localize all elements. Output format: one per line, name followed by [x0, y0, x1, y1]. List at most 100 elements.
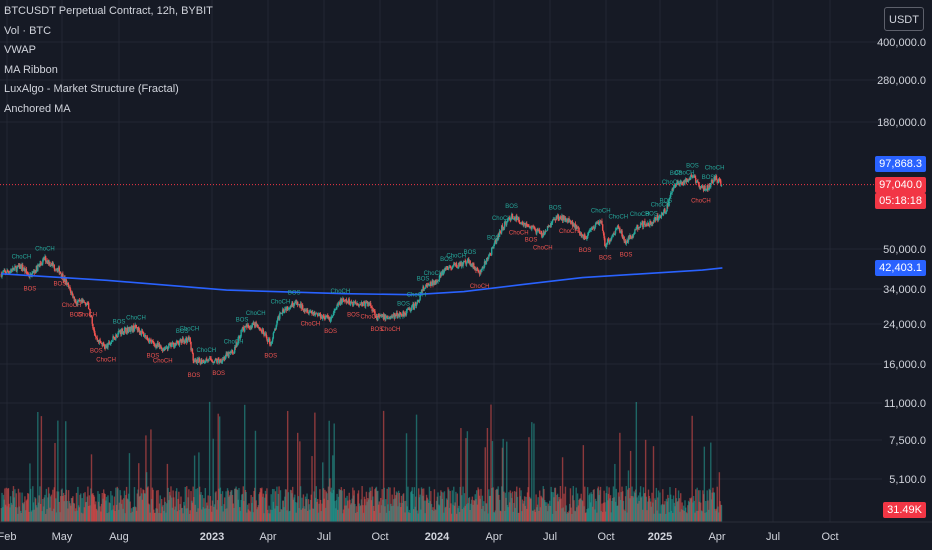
volume-bar — [356, 511, 358, 522]
candle-body — [535, 230, 537, 234]
candle-body — [88, 308, 91, 310]
candle-body — [556, 214, 559, 218]
volume-bar — [261, 496, 264, 522]
volume-bar — [186, 508, 189, 522]
volume-bar — [526, 492, 529, 522]
volume-bar — [418, 497, 421, 522]
candle-body — [207, 359, 209, 362]
volume-bar — [344, 497, 347, 522]
volume-bar — [50, 496, 52, 522]
candle-body — [355, 303, 358, 305]
volume-bar — [62, 496, 64, 522]
volume-bar — [123, 490, 126, 522]
volume-bar — [293, 497, 295, 522]
legend-anchored-ma[interactable]: Anchored MA — [4, 102, 71, 115]
candle-body — [379, 314, 381, 318]
volume-bar — [623, 509, 625, 522]
candle-body — [295, 301, 297, 304]
candle-body — [75, 299, 77, 304]
candle-body — [472, 263, 474, 267]
candle-body — [302, 305, 304, 310]
volume-bar — [146, 487, 149, 522]
candle-body — [539, 233, 542, 234]
volume-bar — [615, 488, 617, 522]
candle-body — [42, 259, 44, 264]
volume-bar — [658, 513, 660, 522]
volume-bar — [364, 499, 366, 522]
legend-ma-ribbon[interactable]: MA Ribbon — [4, 63, 58, 76]
candle-body — [7, 270, 9, 272]
volume-bar — [169, 495, 171, 522]
volume-bar — [517, 512, 519, 522]
candle-body — [209, 357, 212, 359]
volume-bar — [570, 507, 572, 522]
candle-body — [547, 226, 549, 227]
candle-body — [329, 317, 331, 322]
candle-body — [475, 268, 477, 271]
currency-button[interactable]: USDT — [884, 7, 924, 31]
volume-bar — [591, 506, 594, 522]
volume-bar — [41, 511, 43, 522]
volume-bar — [304, 496, 307, 522]
legend-title[interactable]: BTCUSDT Perpetual Contract, 12h, BYBIT — [4, 5, 213, 17]
candle-body — [548, 225, 551, 227]
volume-bar — [453, 505, 456, 522]
volume-bar — [163, 510, 165, 522]
volume-bar — [574, 510, 576, 522]
volume-bar — [468, 497, 471, 522]
volume-bar — [17, 513, 19, 522]
legend-luxalgo[interactable]: LuxAlgo - Market Structure (Fractal) — [4, 83, 179, 95]
legend-vwap[interactable]: VWAP — [4, 44, 36, 56]
volume-bar — [700, 502, 702, 522]
candle-body — [523, 222, 526, 224]
candle-body — [288, 308, 290, 310]
volume-bar — [79, 494, 81, 522]
volume-bar — [188, 489, 190, 522]
volume-bar — [422, 488, 425, 522]
candle-body — [271, 341, 273, 343]
candle-body — [263, 332, 265, 336]
candle-body — [103, 344, 106, 347]
volume-bar — [18, 506, 20, 522]
volume-bar — [200, 492, 202, 522]
volume-bar — [531, 510, 534, 522]
legend-volume[interactable]: Vol · BTC — [4, 24, 52, 37]
volume-bar — [682, 509, 684, 522]
volume-bar — [290, 490, 292, 522]
candle-body — [719, 179, 721, 181]
candle-body — [341, 300, 343, 304]
candle-body — [168, 344, 170, 349]
candle-body — [111, 340, 113, 342]
candle-body — [579, 232, 582, 235]
volume-bar — [654, 499, 657, 522]
volume-bar — [442, 492, 444, 522]
candle-body — [508, 217, 511, 220]
candle-body — [478, 271, 480, 273]
volume-bar — [167, 487, 169, 522]
candle-body — [105, 346, 107, 349]
volume-bar — [91, 494, 93, 522]
volume-bar — [264, 497, 266, 522]
volume-bar — [288, 511, 290, 522]
volume-bar — [155, 490, 158, 522]
volume-bar — [707, 509, 710, 522]
volume-bar — [316, 501, 318, 522]
candle-body — [536, 229, 539, 232]
candle-body — [3, 270, 5, 272]
volume-bar — [637, 495, 640, 522]
candle-body — [97, 340, 99, 341]
volume-bar — [683, 510, 685, 522]
volume-bar — [221, 505, 223, 522]
volume-bar — [430, 503, 433, 522]
candle-body — [609, 239, 611, 243]
candle-body — [156, 343, 159, 347]
volume-bar — [542, 486, 544, 522]
candle-body — [102, 342, 104, 346]
candle-body — [548, 226, 550, 227]
candle-body — [9, 271, 11, 273]
x-tick-label: Apr — [259, 531, 276, 543]
volume-bar — [551, 491, 553, 522]
candle-body — [249, 326, 251, 329]
candle-body — [500, 232, 502, 234]
